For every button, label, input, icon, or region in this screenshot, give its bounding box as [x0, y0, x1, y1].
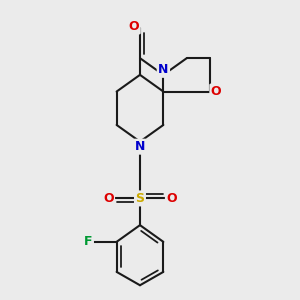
- Text: N: N: [135, 140, 145, 153]
- Text: N: N: [158, 63, 169, 76]
- Text: O: O: [211, 85, 221, 98]
- Text: O: O: [129, 20, 139, 33]
- Text: F: F: [84, 235, 92, 248]
- Text: S: S: [136, 192, 145, 205]
- Text: O: O: [167, 192, 177, 205]
- Text: O: O: [103, 192, 114, 205]
